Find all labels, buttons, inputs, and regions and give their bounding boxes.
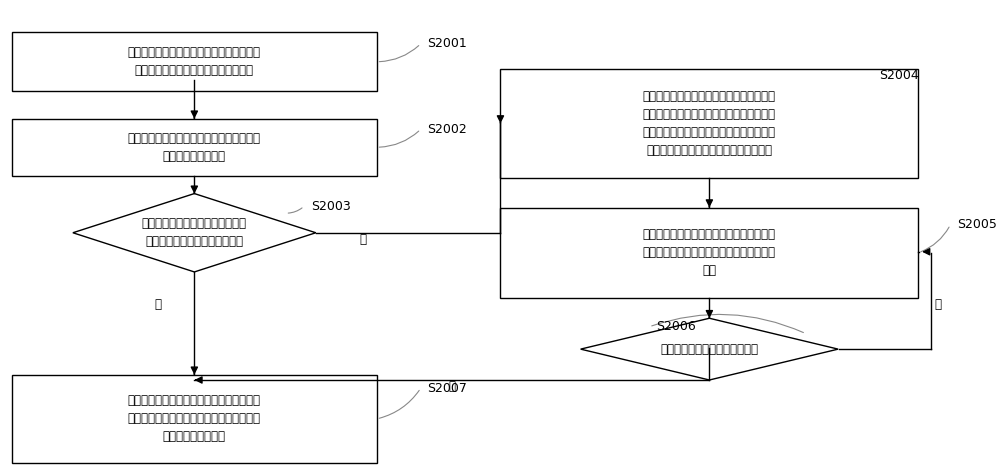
Text: 当接收到目标移动终端返回的寻址信息时，
从所述寻址信息中提取出待匹配密文值: 当接收到目标移动终端返回的寻址信息时， 从所述寻址信息中提取出待匹配密文值 (128, 46, 261, 77)
Polygon shape (581, 318, 838, 380)
Text: S2005: S2005 (957, 218, 997, 231)
Text: S2002: S2002 (428, 123, 467, 136)
Text: S2006: S2006 (656, 320, 696, 333)
Text: 对所述多个目标号码集合取交集，
判断所述交集中的号码是否唯一: 对所述多个目标号码集合取交集， 判断所述交集中的号码是否唯一 (142, 217, 247, 248)
Text: 当接收到目标移动终端返回的寻址信息时，
识别与所述寻址信息相匹配的多个目标号码
集合: 当接收到目标移动终端返回的寻址信息时， 识别与所述寻址信息相匹配的多个目标号码 … (643, 228, 776, 277)
FancyBboxPatch shape (12, 375, 377, 463)
Text: 判断交集中是否只含有一个号码: 判断交集中是否只含有一个号码 (660, 342, 758, 356)
Text: 将设备码与待匹配密文值关联存储，继续接
收寻址信息，当再次接收到具有相同设备码
的移动终端返回的新的寻址信息时，确定与
所述新的寻址信息相匹配的目标号码集合: 将设备码与待匹配密文值关联存储，继续接 收寻址信息，当再次接收到具有相同设备码 … (643, 90, 776, 157)
FancyBboxPatch shape (12, 119, 377, 176)
Text: 否: 否 (934, 298, 941, 312)
FancyBboxPatch shape (12, 32, 377, 91)
Text: S2004: S2004 (879, 68, 919, 82)
Text: S2001: S2001 (428, 37, 467, 50)
Text: S2003: S2003 (311, 200, 351, 213)
Polygon shape (73, 194, 316, 272)
Text: 识别对应的密文值与所述待匹配密文值相同
的多个目标号码集合: 识别对应的密文值与所述待匹配密文值相同 的多个目标号码集合 (128, 132, 261, 163)
Text: 是: 是 (448, 380, 455, 393)
FancyBboxPatch shape (500, 208, 918, 298)
Text: 当同时存在于所述多个目标号码集合中的号
码唯一时，确定所述唯一的号码为所述目标
移动终端对应的号码: 当同时存在于所述多个目标号码集合中的号 码唯一时，确定所述唯一的号码为所述目标 … (128, 394, 261, 444)
Text: 是: 是 (155, 298, 162, 312)
Text: 否: 否 (359, 233, 366, 246)
Text: S2007: S2007 (428, 381, 467, 395)
FancyBboxPatch shape (500, 69, 918, 178)
